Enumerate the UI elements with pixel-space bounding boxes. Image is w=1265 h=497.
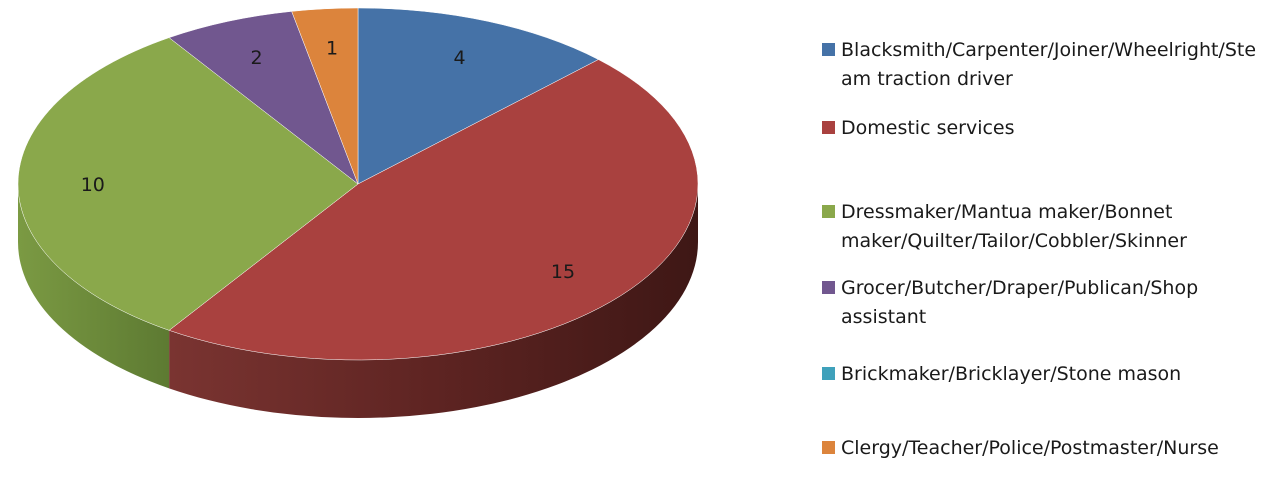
legend-item-brickmaker: Brickmaker/Bricklayer/Stone mason [822, 360, 1262, 389]
pie-slice-side [169, 184, 698, 419]
pie-slice [357, 7, 599, 185]
pie-data-label: 10 [81, 174, 105, 196]
pie-tops [17, 7, 699, 361]
legend-label: Domestic services [841, 117, 1015, 139]
pie-slice-side [18, 184, 170, 389]
legend-label: Grocer/Butcher/Draper/Publican/Shop assi… [841, 277, 1199, 328]
legend-label: Blacksmith/Carpenter/Joiner/Wheelright/S… [841, 39, 1257, 90]
legend-item-domestic: Domestic services [822, 114, 1262, 143]
pie-slice [168, 11, 359, 185]
legend-label: Brickmaker/Bricklayer/Stone mason [841, 363, 1182, 385]
legend-swatch [822, 43, 835, 56]
pie-sides [18, 184, 698, 419]
legend-item-grocer: Grocer/Butcher/Draper/Publican/Shop assi… [822, 274, 1262, 332]
legend-item-dressmaker: Dressmaker/Mantua maker/Bonnet maker/Qui… [822, 198, 1262, 256]
legend-label: Dressmaker/Mantua maker/Bonnet maker/Qui… [841, 201, 1187, 252]
pie-slice [168, 59, 699, 361]
legend-item-clergy: Clergy/Teacher/Police/Postmaster/Nurse [822, 434, 1262, 463]
legend-swatch [822, 281, 835, 294]
pie-slice [17, 37, 359, 331]
legend-swatch [822, 367, 835, 380]
pie-data-label: 2 [250, 47, 262, 69]
pie-data-labels: 41510201 [81, 37, 575, 283]
pie-data-label: 15 [551, 261, 575, 283]
pie-data-label: 4 [453, 47, 465, 69]
legend-swatch [822, 205, 835, 218]
pie-chart: 41510201 [17, 7, 699, 419]
legend-label: Clergy/Teacher/Police/Postmaster/Nurse [841, 437, 1219, 459]
legend-swatch [822, 121, 835, 134]
pie-data-label: 1 [326, 37, 338, 59]
legend-swatch [822, 441, 835, 454]
legend-item-blacksmith: Blacksmith/Carpenter/Joiner/Wheelright/S… [822, 36, 1262, 94]
pie-slice [291, 7, 359, 185]
